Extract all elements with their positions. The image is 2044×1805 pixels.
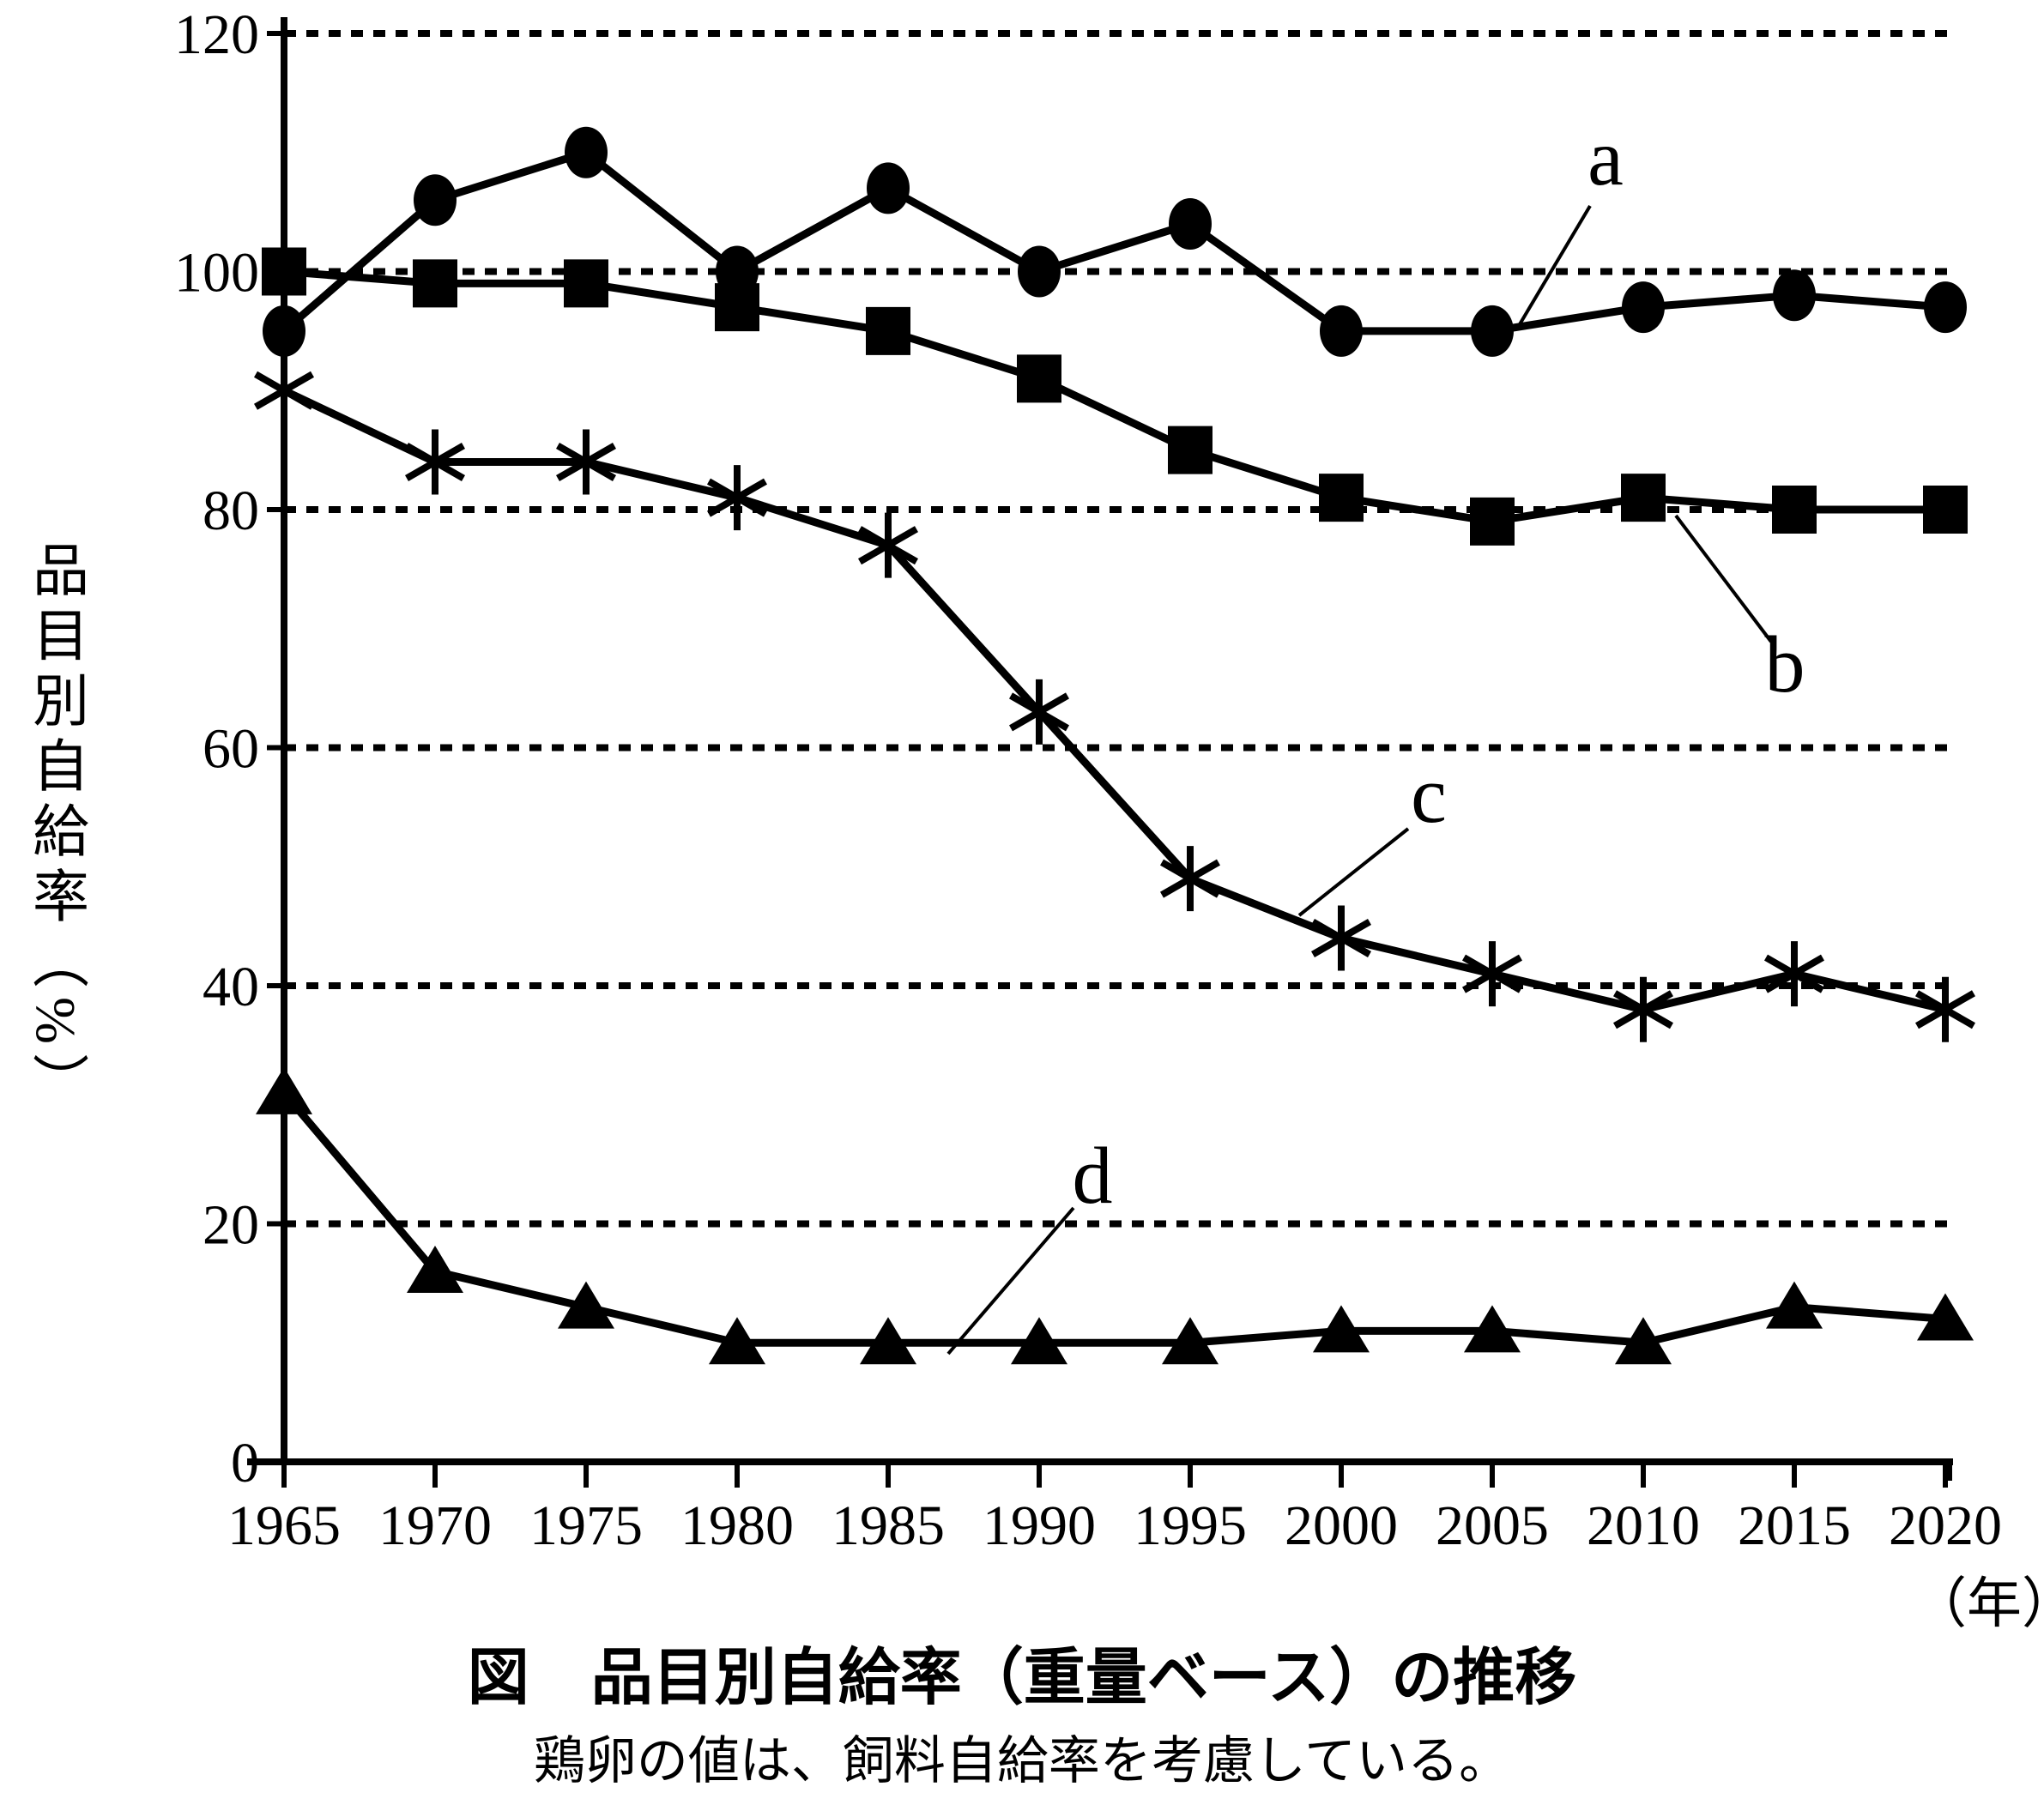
x-tick-label-2005: 2005 — [1436, 1494, 1549, 1557]
series-d — [256, 1066, 1974, 1365]
square-marker — [866, 306, 910, 355]
circle-marker — [263, 305, 305, 357]
triangle-marker — [1464, 1305, 1521, 1353]
y-tick-label-40: 40 — [203, 956, 259, 1018]
x-tick-label-1970: 1970 — [378, 1494, 492, 1557]
square-marker — [1772, 486, 1817, 534]
square-marker — [262, 247, 306, 296]
circle-marker — [1018, 245, 1061, 298]
asterisk-marker — [707, 465, 767, 531]
asterisk-marker — [1764, 941, 1824, 1007]
square-marker — [413, 259, 457, 308]
label-a-leader — [1518, 204, 1592, 326]
square-marker — [564, 259, 608, 308]
square-marker — [1017, 354, 1061, 403]
y-tick-label-80: 80 — [203, 480, 259, 542]
triangle-marker — [407, 1246, 463, 1293]
square-marker — [1168, 426, 1212, 474]
circle-marker — [1773, 269, 1816, 322]
x-axis-unit-label: （年） — [1912, 1573, 2044, 1634]
label-c-leader — [1297, 827, 1410, 917]
circle-marker — [1622, 281, 1665, 334]
square-marker — [1470, 497, 1515, 546]
asterisk-marker — [1009, 679, 1069, 745]
triangle-marker — [1162, 1317, 1219, 1365]
asterisk-marker — [1915, 976, 1975, 1042]
asterisk-marker — [1311, 905, 1371, 971]
square-marker — [1621, 474, 1666, 522]
series-b — [262, 247, 1968, 546]
x-tick-label-1965: 1965 — [227, 1494, 341, 1557]
asterisk-marker — [556, 429, 616, 495]
gridlines — [284, 30, 1953, 1228]
circle-marker — [1169, 198, 1212, 250]
x-tick-label-1985: 1985 — [832, 1494, 945, 1557]
circle-marker — [565, 126, 608, 178]
y-tick-label-120: 120 — [174, 3, 259, 66]
asterisk-marker — [405, 429, 465, 495]
x-tick-labels: 1965 1970 1975 1980 1985 1990 1995 2000 2005 2010… — [227, 1494, 2002, 1557]
y-axis-title: 品目別自給率（%） — [24, 540, 87, 1118]
x-tick-label-2015: 2015 — [1738, 1494, 1851, 1557]
asterisk-marker — [1160, 846, 1220, 912]
asterisk-marker — [858, 512, 918, 578]
circle-marker — [414, 174, 457, 226]
series-a-line — [281, 148, 1946, 335]
circle-marker — [1471, 305, 1514, 357]
square-marker — [715, 283, 759, 332]
triangle-marker — [1011, 1317, 1067, 1365]
figure-note: 鶏卵の値は、飼料自給率を考慮している。 — [533, 1733, 1511, 1790]
asterisk-marker — [1462, 941, 1522, 1007]
series-b-line — [283, 268, 1945, 526]
series-label-d: d — [1073, 1132, 1113, 1221]
triangle-marker — [1917, 1293, 1974, 1341]
circle-marker — [1924, 281, 1967, 334]
triangle-marker — [558, 1281, 614, 1329]
triangle-marker — [1313, 1305, 1370, 1353]
x-tick-label-1980: 1980 — [680, 1494, 794, 1557]
x-tick-label-2010: 2010 — [1587, 1494, 1700, 1557]
x-tick-label-1995: 1995 — [1134, 1494, 1247, 1557]
square-marker — [1923, 486, 1968, 534]
series-d-line — [281, 1090, 1946, 1347]
circle-marker — [867, 162, 910, 214]
circle-marker — [1320, 305, 1363, 357]
label-b-leader — [1674, 514, 1773, 643]
asterisk-marker — [1613, 976, 1673, 1042]
triangle-marker — [256, 1066, 312, 1114]
y-tick-labels: 0 20 40 60 80 100 120 — [174, 3, 259, 1494]
series-label-b: b — [1765, 620, 1805, 709]
triangle-marker — [1615, 1317, 1672, 1365]
figure-title: 図 品目別自給率（重量ベース）の推移 — [467, 1644, 1577, 1712]
y-tick-label-20: 20 — [203, 1194, 259, 1257]
x-tick-label-1975: 1975 — [529, 1494, 643, 1557]
x-tick-label-2020: 2020 — [1889, 1494, 2002, 1557]
series-callouts: a b c d — [946, 113, 1805, 1355]
triangle-marker — [860, 1317, 916, 1365]
y-tick-label-60: 60 — [203, 718, 259, 781]
series-label-a: a — [1587, 113, 1624, 202]
x-tick-label-1990: 1990 — [983, 1494, 1096, 1557]
triangle-marker — [1766, 1281, 1823, 1329]
label-d-leader — [946, 1206, 1075, 1355]
series-c — [254, 358, 1975, 1042]
asterisk-marker — [254, 358, 314, 424]
y-tick-label-0: 0 — [231, 1432, 259, 1494]
data-series — [254, 126, 1975, 1365]
series-a — [263, 126, 1967, 357]
series-c-line — [282, 387, 1947, 1014]
triangle-marker — [709, 1317, 765, 1365]
series-label-c: c — [1411, 751, 1447, 840]
y-tick-label-100: 100 — [174, 242, 259, 305]
square-marker — [1319, 474, 1364, 522]
x-tick-label-2000: 2000 — [1285, 1494, 1398, 1557]
